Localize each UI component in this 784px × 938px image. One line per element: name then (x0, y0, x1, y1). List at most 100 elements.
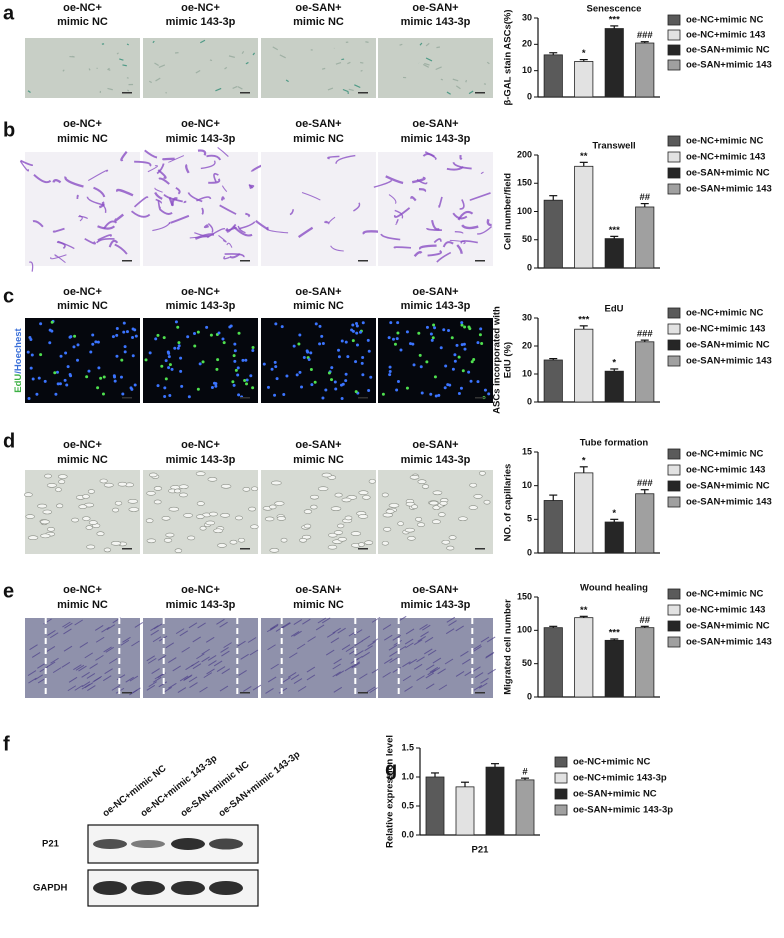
micrograph (24, 470, 140, 554)
scale-bar (358, 548, 368, 550)
cell (148, 681, 158, 688)
y-axis-label: ASCs incorporated with (492, 306, 503, 414)
cell (201, 656, 210, 663)
protein-label: P21 (42, 839, 60, 850)
nucleus (176, 346, 180, 350)
cell (232, 85, 238, 89)
nucleus (133, 328, 137, 332)
bar (574, 472, 594, 554)
nucleus (134, 334, 138, 338)
cell (348, 88, 354, 92)
cell (132, 687, 141, 694)
cell (445, 628, 455, 635)
micrograph (25, 38, 140, 98)
cell (47, 630, 56, 636)
nucleus (360, 361, 364, 365)
cell (411, 176, 426, 184)
nucleus (395, 337, 399, 341)
nucleus (411, 342, 415, 346)
cell (330, 506, 342, 511)
bar (635, 206, 655, 269)
cell (105, 646, 115, 653)
nucleus (115, 354, 119, 358)
legend-label: oe-SAN+mimic NC (686, 168, 770, 179)
cell (302, 618, 311, 625)
cell (152, 221, 171, 232)
error-bar (610, 638, 619, 641)
cell (200, 160, 216, 170)
cell (270, 663, 279, 670)
cell (163, 193, 183, 203)
cell (86, 196, 105, 206)
nucleus (462, 342, 466, 346)
significance-label: # (522, 767, 528, 778)
cell (416, 675, 425, 682)
significance-label: *** (609, 628, 620, 639)
micrograph (261, 616, 381, 698)
nucleus (68, 373, 72, 377)
cell (205, 520, 216, 526)
nucleus (388, 369, 392, 373)
nucleus (48, 328, 52, 332)
cell (84, 652, 94, 659)
cell (393, 207, 411, 218)
nucleus (39, 353, 43, 357)
image-label: oe-SAN+ (412, 439, 458, 451)
band (209, 838, 243, 850)
nucleus (54, 392, 58, 396)
cell (415, 517, 423, 522)
cell (101, 626, 110, 633)
cell (95, 636, 105, 643)
nucleus (214, 384, 218, 388)
nucleus (193, 344, 197, 348)
cell (203, 224, 210, 229)
nucleus (89, 350, 93, 354)
cell (179, 675, 189, 682)
cell (46, 483, 57, 488)
cell (126, 43, 129, 46)
cell (146, 538, 156, 544)
cell (270, 623, 279, 630)
cell (93, 186, 106, 198)
cell (78, 215, 88, 220)
cell (147, 657, 157, 664)
bar (604, 238, 624, 269)
cell (265, 688, 274, 694)
nucleus (470, 360, 474, 364)
cell (486, 636, 496, 643)
nucleus (455, 343, 459, 347)
cell (433, 238, 442, 244)
image-label: mimic 143-3p (401, 300, 471, 312)
cell (134, 160, 152, 167)
cell (354, 640, 363, 647)
cell (267, 644, 276, 651)
cell (220, 483, 232, 489)
cell (153, 623, 163, 630)
nucleus (94, 340, 98, 344)
cell (63, 628, 72, 635)
micrograph (378, 38, 493, 98)
cell (382, 624, 392, 630)
cell (144, 149, 158, 159)
nucleus (245, 382, 249, 386)
cell (19, 160, 30, 172)
y-tick-label: 15 (522, 446, 532, 456)
cell (486, 218, 492, 227)
cell (226, 242, 233, 248)
cell (168, 155, 185, 163)
cell (173, 488, 182, 494)
error-bar (521, 777, 529, 780)
nucleus (97, 366, 101, 370)
nucleus (333, 380, 337, 384)
cell (106, 624, 116, 631)
nucleus (366, 338, 370, 342)
cell (485, 652, 494, 659)
bar (635, 493, 655, 554)
cell (299, 537, 308, 543)
cell (342, 88, 349, 93)
nucleus (478, 333, 482, 337)
cell (296, 643, 306, 650)
cell (122, 636, 131, 643)
nucleus (367, 389, 371, 393)
protein-label: GAPDH (33, 883, 67, 894)
